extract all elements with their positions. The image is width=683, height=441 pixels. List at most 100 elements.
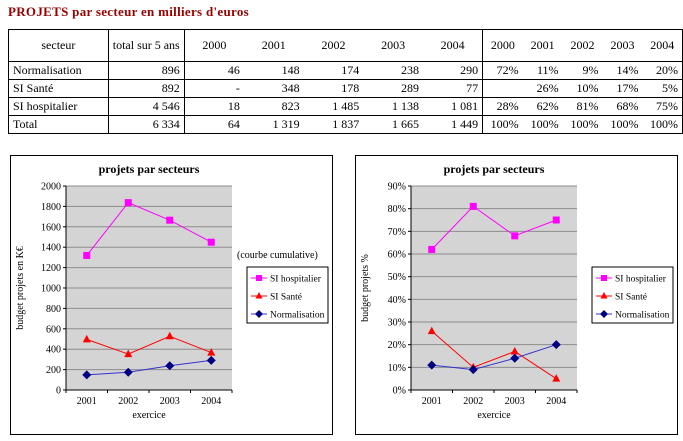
cell-secteur: SI hospitalier xyxy=(8,97,109,116)
cell-total: 896 xyxy=(107,61,185,80)
cell-value-pct: 26% xyxy=(522,79,563,98)
y-tick-label: 60% xyxy=(388,250,406,261)
column-header-total: total sur 5 ans xyxy=(107,29,185,62)
cell-value-pct: 81% xyxy=(562,97,603,116)
cell-secteur: SI Santé xyxy=(8,79,109,98)
square-marker xyxy=(256,275,262,281)
series-line-normalisation xyxy=(431,344,557,371)
triangle-marker xyxy=(255,292,263,299)
triangle-marker xyxy=(207,348,216,356)
column-header-secteur: secteur xyxy=(8,29,109,62)
table-header: secteur total sur 5 ans 2000 2001 2002 2003 20… xyxy=(8,29,683,62)
cell-value-abs: 1 319 xyxy=(243,115,304,134)
cell-value-abs: - xyxy=(183,79,244,98)
cell-value-pct: 100% xyxy=(602,115,643,134)
cell-value-pct: 100% xyxy=(482,115,523,134)
diamond-marker xyxy=(255,310,263,318)
cell-value-pct: 11% xyxy=(522,61,563,80)
column-header-year-pct: 2000 xyxy=(482,29,523,62)
legend-label: Normalisation xyxy=(615,311,670,321)
diamond-marker xyxy=(165,361,175,371)
x-tick-label: 2002 xyxy=(463,396,483,407)
x-tick-label: 2001 xyxy=(77,396,97,407)
cell-value-abs: 64 xyxy=(183,115,244,134)
y-tick-label: 600 xyxy=(46,324,61,335)
y-tick-label: 80% xyxy=(388,204,406,215)
x-tick-label: 2002 xyxy=(118,396,138,407)
cell-value-pct: 9% xyxy=(562,61,603,80)
y-tick-label: 40% xyxy=(388,295,406,306)
y-tick-label: 800 xyxy=(46,304,61,315)
cell-value-abs: 1 837 xyxy=(303,115,364,134)
cell-value-pct: 100% xyxy=(642,115,683,134)
triangle-marker xyxy=(124,349,133,358)
table-row: SI hospitalier 4 546 18 823 1 485 1 138 1 081 2… xyxy=(8,97,683,116)
series-line-si-sant- xyxy=(431,330,557,380)
cell-value-abs: 238 xyxy=(363,61,423,80)
cell-value-abs: 289 xyxy=(363,79,423,98)
column-header-year-abs: 2004 xyxy=(422,29,483,62)
square-marker xyxy=(428,245,436,253)
cell-value-abs: 823 xyxy=(243,97,304,116)
cell-value-pct: 62% xyxy=(522,97,563,116)
y-axis-title: budget projets en K€ xyxy=(15,246,26,330)
table-row: Normalisation 896 46 148 174 238 290 72% 11% 9% 14… xyxy=(8,61,683,80)
diamond-marker xyxy=(600,310,608,318)
table-row: SI Santé 892-348 178 289 77 26% 10% 17% 5% xyxy=(8,79,683,98)
chart-budget-absolute: projets par secteurs 0 200 400 600 800 1000 120… xyxy=(10,155,333,435)
chart-title: projets par secteurs xyxy=(444,162,545,176)
cell-value-abs: 46 xyxy=(183,61,244,80)
column-header-year-abs: 2003 xyxy=(363,29,423,62)
cell-value-pct: 10% xyxy=(562,79,603,98)
cell-value-abs: 18 xyxy=(183,97,244,116)
cell-value-abs: 77 xyxy=(422,79,483,98)
cell-value-pct xyxy=(482,79,523,98)
y-axis-title: budget projets % xyxy=(360,254,371,322)
triangle-marker xyxy=(165,331,174,340)
y-tick-label: 90% xyxy=(388,182,406,193)
triangle-marker xyxy=(600,292,608,299)
cell-value-abs: 290 xyxy=(422,61,483,80)
table-row: Total 6 334 64 1 319 1 837 1 665 1 449 100% 100%… xyxy=(8,115,683,134)
y-tick-label: 0% xyxy=(393,386,406,397)
cell-value-pct: 75% xyxy=(642,97,683,116)
y-tick-label: 1800 xyxy=(41,202,61,213)
projects-table: secteur total sur 5 ans 2000 2001 2002 2003 20… xyxy=(8,29,683,134)
square-marker xyxy=(207,238,215,246)
y-tick-label: 50% xyxy=(388,272,406,283)
diamond-marker xyxy=(82,370,92,380)
square-marker xyxy=(511,232,519,240)
series-line-si-hospitalier xyxy=(86,202,212,256)
square-marker xyxy=(83,251,91,259)
x-tick-label: 2004 xyxy=(201,396,221,407)
chart-svg: projets par secteurs 0% 10% 20% 30% 40% 50% 60%… xyxy=(360,162,674,421)
x-tick-label: 2001 xyxy=(422,396,442,407)
triangle-marker xyxy=(427,326,436,335)
triangle-marker xyxy=(82,334,91,343)
cell-value-abs: 1 138 xyxy=(363,97,423,116)
cell-value-pct: 100% xyxy=(522,115,563,134)
column-header-year-pct: 2003 xyxy=(602,29,643,62)
chart-svg: projets par secteurs 0 200 400 600 800 1000 120… xyxy=(15,162,329,421)
diamond-marker xyxy=(427,360,437,370)
x-tick-label: 2003 xyxy=(160,396,180,407)
y-tick-label: 2000 xyxy=(41,182,61,193)
cell-value-pct: 20% xyxy=(642,61,683,80)
column-header-year-pct: 2001 xyxy=(522,29,563,62)
legend-label: SI hospitalier xyxy=(615,275,667,285)
diamond-marker xyxy=(206,355,216,365)
cell-value-pct: 17% xyxy=(602,79,643,98)
square-marker xyxy=(166,216,174,224)
y-tick-label: 20% xyxy=(388,340,406,351)
y-tick-label: 10% xyxy=(388,363,406,374)
series-line-si-sant- xyxy=(86,335,212,355)
cell-value-pct: 14% xyxy=(602,61,643,80)
triangle-marker xyxy=(552,374,561,382)
cell-total: 6 334 xyxy=(107,115,185,134)
cell-secteur: Total xyxy=(8,115,109,134)
legend-label: Normalisation xyxy=(270,311,325,321)
x-tick-label: 2003 xyxy=(505,396,525,407)
cell-value-pct: 68% xyxy=(602,97,643,116)
cell-value-abs: 1 665 xyxy=(363,115,423,134)
y-tick-label: 70% xyxy=(388,227,406,238)
